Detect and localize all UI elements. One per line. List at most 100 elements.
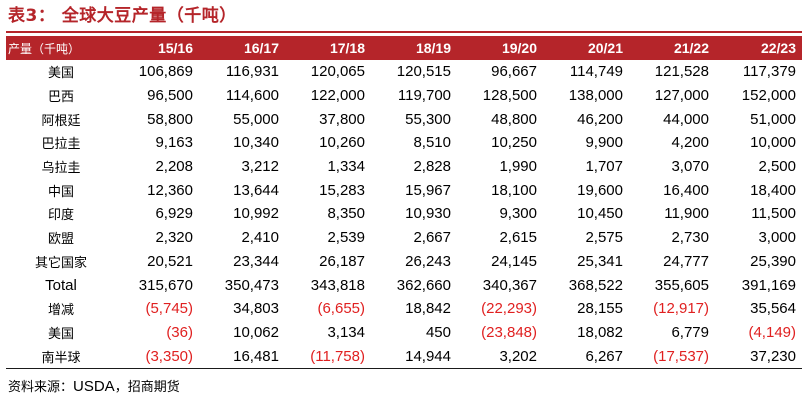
table-cell: 120,065 [310,63,365,81]
column-header: 15/16 [116,36,199,60]
table-row: 增减 (5,745) 34,803 (6,655) 18,842 (22,293) 28,1… [6,297,802,321]
table-cell: 51,000 [750,110,796,128]
table-cell: (12,917) [653,300,709,318]
table-cell: 3,134 [327,323,365,341]
table-cell: 37,230 [715,344,802,369]
table-cell: 2,410 [241,229,279,247]
table-cell: 16,481 [199,344,285,369]
table-cell: 1,990 [499,158,537,176]
table-cell: (4,149) [748,323,796,341]
corner-header: 产量（千吨） [6,36,116,60]
table-row: 巴西 96,500 114,600 122,000 119,700 128,500 138,… [6,84,802,108]
column-header: 19/20 [457,36,543,60]
table-cell: (3,350) [116,344,199,369]
table-cell: 391,169 [741,276,796,294]
table-cell: 55,300 [405,110,451,128]
table-cell: 10,062 [233,323,279,341]
table-cell: 13,644 [233,181,279,199]
table-row: 南半球 (3,350) 16,481 (11,758) 14,944 3,202 6,267… [6,344,802,369]
table-cell: 3,212 [241,158,279,176]
table-cell: 26,187 [319,252,365,270]
table-cell: 127,000 [654,87,709,105]
row-label: 其它国家 [34,255,87,271]
header-row: 产量（千吨） 15/16 16/17 17/18 18/19 19/20 20/… [6,36,802,60]
table-title: 表3： 全球大豆产量（千吨） [8,6,237,26]
table-cell: 315,670 [138,276,193,294]
row-label: 阿根廷 [41,113,81,129]
table-cell: 2,539 [327,229,365,247]
table-cell: 340,367 [482,276,537,294]
source-name: USDA [73,378,115,395]
table-cell: 119,700 [397,87,451,105]
table-cell: 2,828 [413,158,451,176]
table-cell: 12,360 [147,181,193,199]
table-cell: 2,667 [413,229,451,247]
table-cell: 2,730 [671,229,709,247]
table-cell: 2,575 [585,229,623,247]
table-cell: 2,500 [758,158,796,176]
row-label: 欧盟 [47,232,74,248]
table-cell: 114,600 [225,87,279,105]
table-cell: 46,200 [577,110,623,128]
column-header: 21/22 [629,36,715,60]
table-cell: 4,200 [671,134,709,152]
source-suffix: ，招商期货 [114,380,180,395]
row-label: 乌拉圭 [41,161,81,177]
table-row: 欧盟 2,320 2,410 2,539 2,667 2,615 2,575 2,730 3,0… [6,226,802,250]
table-row: 乌拉圭 2,208 3,212 1,334 2,828 1,990 1,707 3,070 2,… [6,155,802,179]
table-cell: 368,522 [568,276,623,294]
table-cell: 37,800 [319,110,365,128]
table-row: 其它国家 20,521 23,344 26,187 26,243 24,145 25,341… [6,250,802,274]
column-header: 17/18 [285,36,371,60]
table-row: 印度 6,929 10,992 8,350 10,930 9,300 10,450 11,90… [6,202,802,226]
table-cell: 34,803 [233,300,279,318]
table-cell: 23,344 [233,252,279,270]
table-cell: 120,515 [396,63,451,81]
table-cell: 6,779 [671,323,709,341]
table-cell: 128,500 [482,87,537,105]
table-row: 美国 106,869 116,931 120,065 120,515 96,667 114,… [6,60,802,84]
table-cell: 106,869 [138,63,193,81]
table-cell: 44,000 [663,110,709,128]
table-cell: 10,000 [750,134,796,152]
table-cell: 10,260 [319,134,365,152]
table-cell: 121,528 [654,63,709,81]
title-divider [6,31,802,33]
table-row: 美国 (36) 10,062 3,134 450 (23,848) 18,082 6,779 (… [6,321,802,345]
table-cell: 2,615 [499,229,537,247]
table-cell: 96,500 [147,87,193,105]
table-row: Total 315,670 350,473 343,818 362,660 340,367… [6,273,802,297]
table-cell: 8,350 [327,205,365,223]
table-row: 阿根廷 58,800 55,000 37,800 55,300 48,800 46,200 4… [6,107,802,131]
table-cell: 9,900 [585,134,623,152]
table-cell: 28,155 [577,300,623,318]
table-cell: 8,510 [413,134,451,152]
table-cell: 117,379 [742,63,796,81]
source-prefix: 资料来源： [8,380,74,395]
table-cell: 10,450 [577,205,623,223]
row-label: 美国 [47,326,74,342]
source-note: 资料来源：USDA，招商期货 [8,376,180,398]
table-cell: 25,390 [750,252,796,270]
table-cell: 350,473 [224,276,279,294]
row-label: 巴拉圭 [41,137,81,153]
table-cell: 355,605 [654,276,709,294]
table-cell: (23,848) [481,323,537,341]
column-header: 16/17 [199,36,285,60]
table-cell: 14,944 [371,344,457,369]
table-cell: (11,758) [285,344,371,369]
table-cell: (6,655) [317,300,365,318]
row-label: Total [45,276,77,294]
table-cell: 2,208 [155,158,193,176]
table-cell: 11,900 [664,205,709,223]
table-row: 中国 12,360 13,644 15,283 15,967 18,100 19,600 16… [6,178,802,202]
table-cell: 9,300 [499,205,537,223]
row-label: 巴西 [47,90,74,106]
table-cell: 15,967 [405,181,451,199]
table-cell: (22,293) [481,300,537,318]
table-cell: 10,930 [405,205,451,223]
table-cell: 19,600 [577,181,623,199]
table-cell: 450 [425,323,451,341]
table-cell: 116,931 [225,63,279,81]
table-cell: 26,243 [405,252,451,270]
